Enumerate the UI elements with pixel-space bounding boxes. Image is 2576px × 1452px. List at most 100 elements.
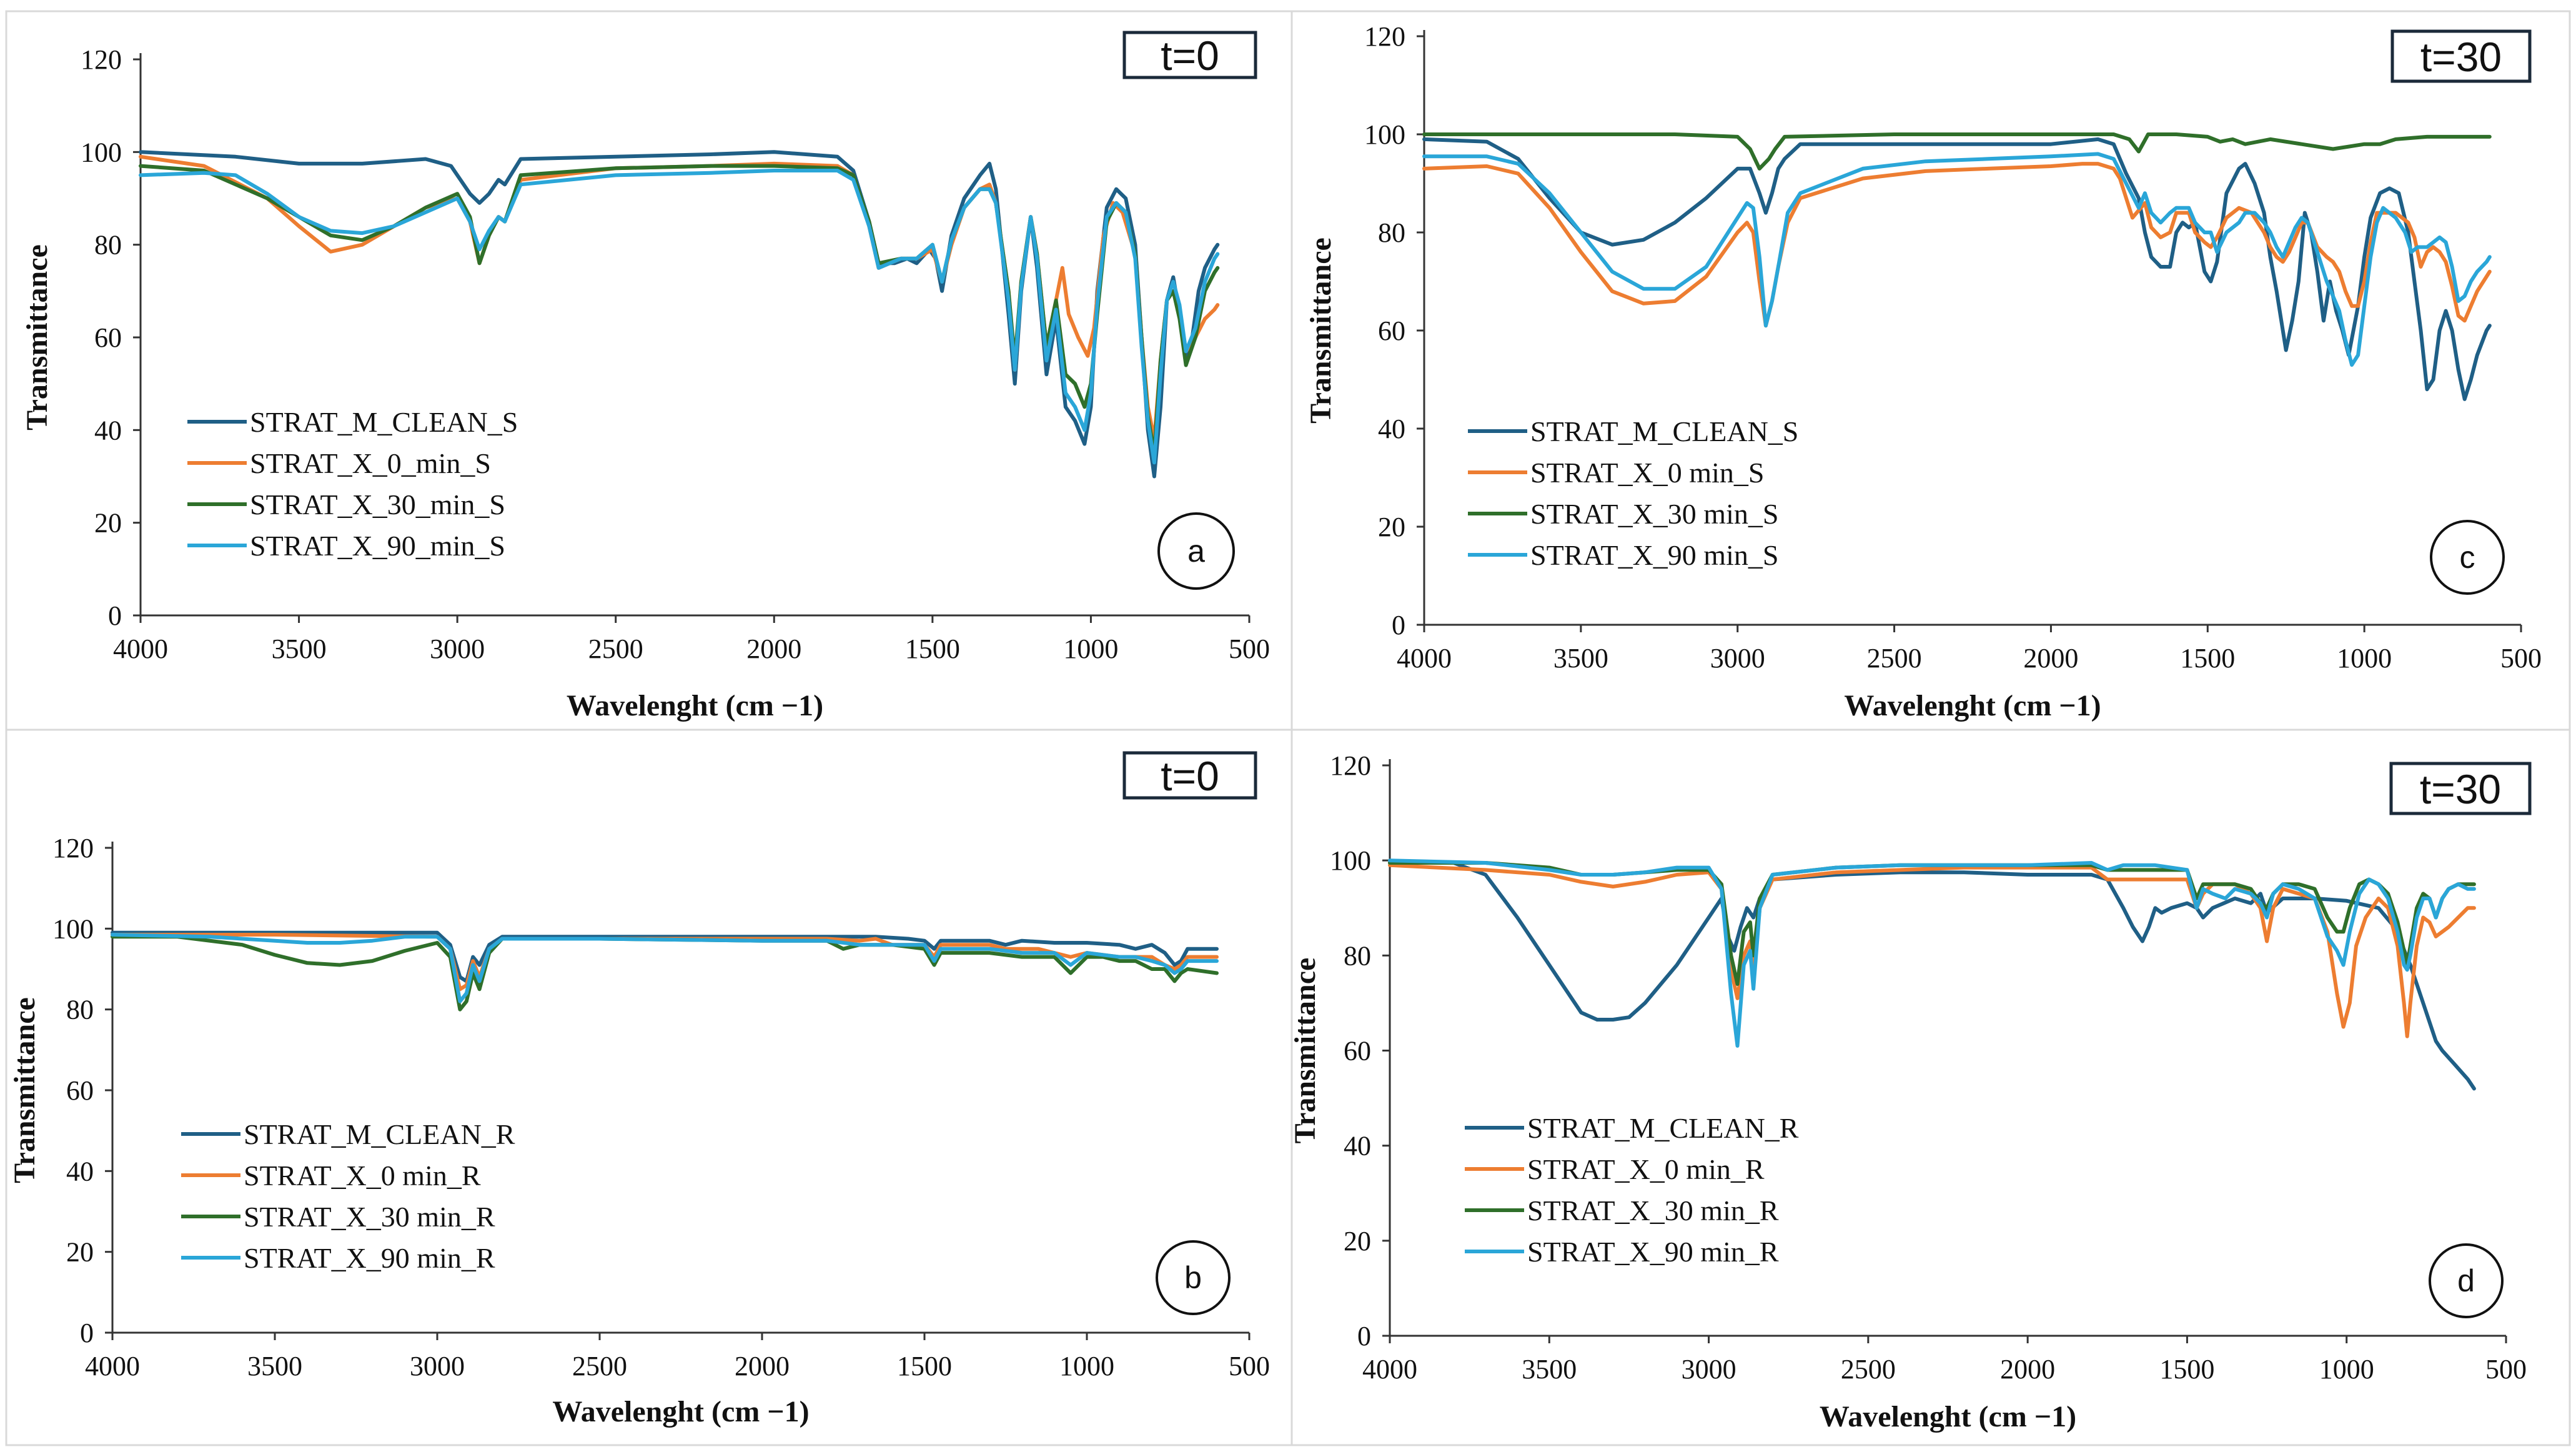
series-line <box>111 935 1219 1012</box>
series-line <box>139 154 1220 442</box>
figure-border <box>5 10 2571 1446</box>
panel-letter: c <box>2460 540 2475 575</box>
y-axis-title: Transmittance <box>1304 237 1337 424</box>
x-axis-title: Wavelenght (cm −1) <box>552 1395 809 1428</box>
legend-entry: STRAT_M_CLEAN_S <box>250 406 518 438</box>
y-tick-label: 60 <box>66 1075 94 1106</box>
legend-entry: STRAT_X_0 min_R <box>244 1160 481 1191</box>
chart-panel-d: 0 20 40 60 80 100 120 4000 3500 3000 2500 2000 1500 1… <box>1289 750 2532 1433</box>
legend-entry: STRAT_X_90 min_R <box>244 1242 495 1274</box>
x-tick-label: 2500 <box>1841 1354 1896 1385</box>
x-tick-label: 2500 <box>1867 643 1922 674</box>
x-tick-label: 2500 <box>572 1351 627 1381</box>
x-tick-label: 3000 <box>410 1351 465 1381</box>
x-tick-label: 4000 <box>85 1351 140 1381</box>
y-tick-label: 60 <box>1378 316 1405 346</box>
x-tick-label: 3500 <box>1522 1354 1577 1385</box>
y-tick-label: 100 <box>81 137 122 167</box>
legend-entry: STRAT_X_30 min_R <box>244 1201 495 1233</box>
panel-letter: a <box>1187 534 1205 569</box>
x-axis-title: Wavelenght (cm −1) <box>1820 1400 2076 1433</box>
time-label-box <box>2390 29 2532 83</box>
y-tick-label: 40 <box>66 1156 94 1186</box>
x-tick-label: 1500 <box>897 1351 952 1381</box>
x-tick-label: 4000 <box>113 634 168 664</box>
legend-entry: STRAT_X_30 min_R <box>1527 1195 1779 1226</box>
x-tick-label: 500 <box>2500 643 2542 674</box>
x-tick-label: 500 <box>1229 634 1270 664</box>
time-label-box <box>2389 762 2532 815</box>
x-tick-label: 500 <box>1229 1351 1270 1381</box>
x-tick-label: 2500 <box>588 634 643 664</box>
y-tick-label: 0 <box>1357 1321 1371 1351</box>
x-tick-label: 2000 <box>2023 643 2078 674</box>
legend-entry: STRAT_M_CLEAN_R <box>1527 1112 1799 1144</box>
x-tick-label: 3000 <box>1710 643 1765 674</box>
x-tick-label: 4000 <box>1362 1354 1417 1385</box>
y-tick-label: 60 <box>94 322 122 353</box>
x-tick-label: 2000 <box>2000 1354 2055 1385</box>
panel-letter-circle <box>2430 520 2505 595</box>
x-tick-label: 3500 <box>1553 643 1608 674</box>
x-tick-label: 1500 <box>2159 1354 2214 1385</box>
y-tick-label: 80 <box>1378 217 1405 248</box>
time-label-box <box>1122 751 1257 800</box>
legend-entry: STRAT_X_90 min_S <box>1530 539 1778 571</box>
y-tick-label: 120 <box>1330 750 1371 781</box>
x-axis-title: Wavelenght (cm −1) <box>1844 689 2101 722</box>
y-tick-label: 40 <box>1378 414 1405 444</box>
legend-entry: STRAT_X_0_min_S <box>250 447 491 479</box>
legend-entry: STRAT_M_CLEAN_R <box>244 1118 515 1150</box>
panel-letter: d <box>2457 1263 2475 1298</box>
y-tick-label: 20 <box>1378 512 1405 542</box>
y-tick-label: 40 <box>94 415 122 445</box>
series-line <box>111 933 1219 1003</box>
y-tick-label: 80 <box>1344 940 1371 971</box>
panel-letter-circle <box>1156 1240 1231 1315</box>
y-tick-label: 120 <box>81 44 122 75</box>
y-axis-title: Transmittance <box>8 997 41 1183</box>
x-tick-label: 3000 <box>1682 1354 1736 1385</box>
x-tick-label: 4000 <box>1397 643 1452 674</box>
x-tick-label: 2000 <box>735 1351 790 1381</box>
y-tick-label: 0 <box>1392 610 1405 640</box>
x-tick-label: 1500 <box>2180 643 2235 674</box>
legend-entry: STRAT_X_0 min_S <box>1530 457 1764 489</box>
x-tick-label: 1000 <box>2337 643 2392 674</box>
y-tick-label: 100 <box>52 913 94 944</box>
legend-entry: STRAT_X_30 min_S <box>1530 498 1778 530</box>
series-line <box>139 169 1220 465</box>
x-tick-label: 3500 <box>272 634 327 664</box>
legend-entry: STRAT_X_30_min_S <box>250 489 505 520</box>
y-tick-label: 100 <box>1330 845 1371 876</box>
x-tick-label: 1000 <box>2319 1354 2374 1385</box>
series-line <box>1388 858 2476 1048</box>
legend-entry: STRAT_X_0 min_R <box>1527 1153 1765 1185</box>
x-tick-label: 1500 <box>905 634 960 664</box>
time-label: t=0 <box>1161 32 1219 79</box>
y-tick-label: 60 <box>1344 1036 1371 1067</box>
y-tick-label: 100 <box>1364 119 1405 150</box>
time-label: t=0 <box>1161 753 1219 799</box>
y-tick-label: 120 <box>1364 21 1405 52</box>
series-line <box>1422 137 2492 401</box>
y-tick-label: 40 <box>1344 1131 1371 1161</box>
panel-letter-circle <box>2429 1243 2504 1318</box>
series-line <box>1388 861 2476 986</box>
y-tick-label: 80 <box>66 995 94 1025</box>
time-label: t=30 <box>2420 766 2501 812</box>
y-tick-label: 0 <box>108 600 122 631</box>
panel-letter-circle <box>1157 512 1235 590</box>
y-tick-label: 0 <box>80 1318 94 1348</box>
time-label: t=30 <box>2420 34 2502 80</box>
series-line <box>1422 162 2492 328</box>
legend-entry: STRAT_X_90_min_S <box>250 530 505 562</box>
x-tick-label: 2000 <box>746 634 801 664</box>
x-tick-label: 3500 <box>247 1351 302 1381</box>
x-tick-label: 3000 <box>430 634 485 664</box>
x-axis-title: Wavelenght (cm −1) <box>567 689 823 722</box>
y-tick-label: 120 <box>52 833 94 863</box>
y-tick-label: 20 <box>66 1237 94 1268</box>
x-tick-label: 1000 <box>1063 634 1118 664</box>
